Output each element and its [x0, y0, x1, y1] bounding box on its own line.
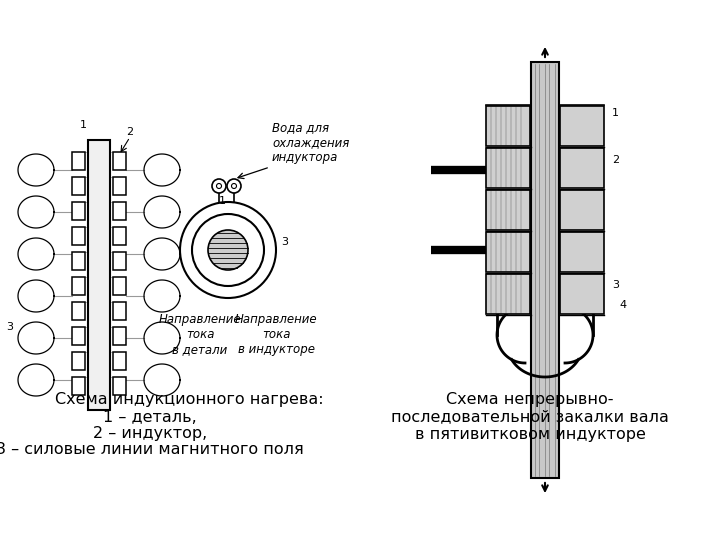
Text: 3 – силовые линии магнитного поля: 3 – силовые линии магнитного поля [0, 442, 304, 457]
Bar [486, 106, 530, 146]
Bar [72, 377, 85, 395]
Bar [72, 202, 85, 220]
Circle shape [232, 184, 236, 188]
Bar [113, 202, 126, 220]
Bar [72, 152, 85, 170]
Bar [486, 148, 530, 188]
Text: 2 – индуктор,: 2 – индуктор, [93, 426, 207, 441]
Text: Направление
тока
в детали: Направление тока в детали [158, 313, 241, 356]
Text: 3: 3 [6, 322, 14, 332]
Text: Схема непрерывно-
последовательной закалки вала
в пятивитковом индукторе: Схема непрерывно- последовательной закал… [391, 392, 669, 442]
Bar [72, 252, 85, 270]
Bar [560, 274, 604, 314]
Bar [113, 152, 126, 170]
Text: 1: 1 [612, 108, 619, 118]
Circle shape [208, 230, 248, 270]
Circle shape [227, 179, 241, 193]
Text: Направление
тока
в индукторе: Направление тока в индукторе [235, 313, 318, 356]
Bar [113, 227, 126, 245]
Bar [113, 327, 126, 345]
Bar [531, 62, 559, 478]
Text: 2: 2 [612, 155, 619, 165]
Text: 2: 2 [127, 127, 134, 137]
Bar [113, 177, 126, 195]
Bar [113, 252, 126, 270]
Circle shape [180, 202, 276, 298]
Bar [486, 190, 530, 230]
Circle shape [217, 184, 222, 188]
Bar [486, 274, 530, 314]
Text: 1: 1 [218, 196, 225, 206]
Bar [72, 177, 85, 195]
Bar [560, 232, 604, 272]
Circle shape [212, 179, 226, 193]
Bar [72, 302, 85, 320]
Text: Вода для
охлаждения
индуктора: Вода для охлаждения индуктора [272, 121, 349, 164]
Bar [486, 232, 530, 272]
Text: 3: 3 [612, 280, 619, 290]
Text: 1: 1 [79, 120, 86, 130]
Text: 3: 3 [281, 237, 288, 247]
Bar [72, 327, 85, 345]
Text: 4: 4 [619, 300, 626, 310]
Bar [113, 352, 126, 370]
Bar [113, 277, 126, 295]
Bar [560, 106, 604, 146]
Bar [560, 190, 604, 230]
Bar [560, 148, 604, 188]
Bar [72, 277, 85, 295]
Bar [113, 302, 126, 320]
Bar [88, 140, 110, 410]
Bar [72, 352, 85, 370]
Text: Схема индукционного нагрева:: Схема индукционного нагрева: [55, 392, 323, 407]
Bar [113, 377, 126, 395]
Circle shape [192, 214, 264, 286]
Text: 1 – деталь,: 1 – деталь, [103, 410, 197, 425]
Bar [72, 227, 85, 245]
